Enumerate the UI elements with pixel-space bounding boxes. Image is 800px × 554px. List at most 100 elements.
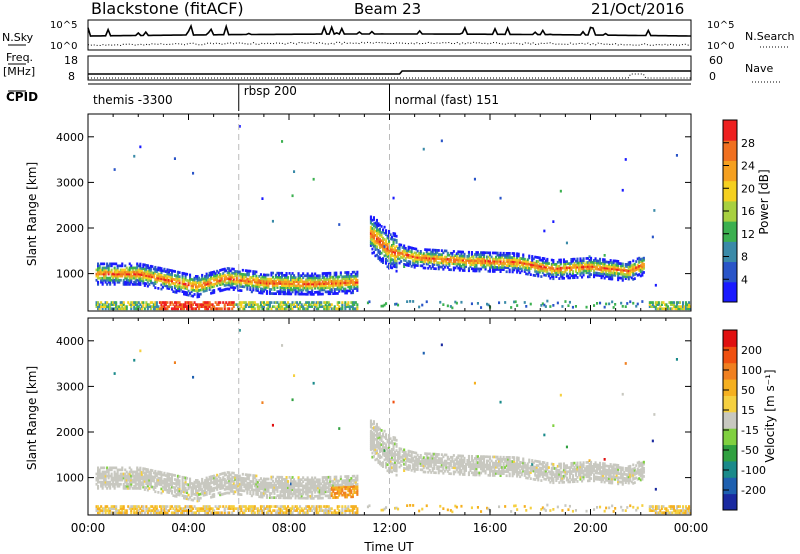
velocity-cell	[309, 480, 312, 484]
power-cell	[487, 259, 490, 263]
power-cell	[238, 280, 241, 284]
power-cell	[460, 250, 463, 254]
velocity-cell	[169, 473, 172, 476]
power-cell	[183, 284, 186, 288]
power-cell	[385, 251, 388, 255]
velocity-cell	[276, 494, 279, 497]
velocity-cell	[158, 470, 161, 474]
velocity-cell	[247, 488, 250, 491]
power-cell	[422, 262, 425, 266]
power-cell	[413, 255, 416, 259]
power-cell	[296, 305, 299, 308]
velocity-cell	[186, 476, 189, 480]
power-cell	[265, 283, 268, 287]
power-cell	[214, 278, 217, 282]
velocity-cell	[303, 507, 306, 510]
velocity-cell	[154, 469, 157, 473]
power-cell	[639, 266, 642, 270]
velocity-cell	[281, 511, 284, 515]
power-cell	[654, 303, 657, 306]
power-cell	[173, 157, 176, 160]
power-cell	[666, 307, 669, 311]
power-cell	[392, 196, 395, 200]
velocity-cell	[223, 507, 226, 510]
velocity-cell	[183, 496, 186, 500]
power-cell	[504, 262, 507, 265]
power-cell	[130, 278, 133, 282]
power-cell	[258, 307, 261, 311]
power-cell	[579, 273, 582, 277]
power-cell	[205, 276, 208, 280]
power-cell	[296, 286, 299, 290]
power-cell	[332, 307, 335, 311]
velocity-cell	[287, 490, 290, 494]
velocity-cell	[270, 486, 273, 489]
velocity-cell	[279, 505, 282, 508]
power-cell	[158, 268, 161, 272]
power-cell	[513, 254, 516, 257]
power-cell	[550, 275, 553, 278]
velocity-cell	[219, 491, 222, 495]
velocity-cell	[297, 494, 300, 498]
power-cell	[389, 257, 392, 261]
power-cell	[259, 287, 262, 291]
velocity-cell	[208, 507, 211, 510]
velocity-cell	[166, 488, 169, 492]
power-cell	[516, 260, 519, 264]
velocity-cell	[97, 511, 100, 515]
power-cell	[267, 281, 270, 285]
velocity-cell	[145, 509, 148, 512]
power-cell	[189, 305, 192, 308]
power-cell	[243, 307, 246, 311]
power-cell	[537, 256, 540, 259]
power-cell	[279, 303, 282, 306]
velocity-cell	[276, 486, 279, 489]
power-cell	[336, 285, 339, 289]
power-cell	[118, 280, 121, 284]
power-cell	[629, 265, 632, 268]
power-colorbar-label: Power [dB]	[757, 169, 771, 234]
power-cell	[175, 274, 178, 278]
velocity-cell	[327, 484, 330, 487]
power-cell	[350, 279, 353, 282]
power-cell	[434, 255, 437, 258]
power-cell	[130, 266, 133, 270]
power-cell	[483, 251, 486, 254]
power-cell	[470, 302, 473, 306]
power-cell	[327, 271, 330, 275]
power-cell	[522, 259, 525, 263]
power-cell	[335, 292, 338, 295]
power-cell	[401, 252, 404, 255]
power-cell	[318, 301, 321, 304]
velocity-cell	[261, 487, 264, 491]
power-cell	[231, 301, 234, 304]
velocity-cell	[246, 475, 249, 479]
power-cell	[458, 264, 461, 268]
power-cell	[232, 301, 235, 304]
velocity-cell	[142, 485, 145, 489]
power-cell	[318, 288, 321, 292]
power-cell	[324, 284, 327, 288]
power-cell	[113, 270, 116, 274]
velocity-cell	[300, 492, 303, 496]
velocity-cell	[125, 509, 128, 512]
velocity-cell	[282, 486, 285, 489]
power-cell	[392, 264, 395, 268]
power-cell	[204, 279, 207, 282]
velocity-cell	[204, 491, 207, 495]
power-cell	[195, 275, 198, 278]
power-cell	[514, 300, 517, 304]
velocity-cell	[145, 472, 148, 475]
power-cell	[558, 258, 561, 262]
velocity-cell	[300, 496, 303, 500]
velocity-cell	[97, 484, 100, 488]
velocity-cell	[193, 511, 196, 515]
velocity-cell	[259, 491, 262, 495]
power-cell	[481, 261, 484, 265]
power-cell	[433, 248, 436, 252]
power-cell	[553, 269, 556, 272]
power-cell	[605, 260, 608, 264]
power-cell	[181, 276, 184, 279]
power-cell	[600, 262, 603, 265]
power-cell	[461, 250, 464, 254]
